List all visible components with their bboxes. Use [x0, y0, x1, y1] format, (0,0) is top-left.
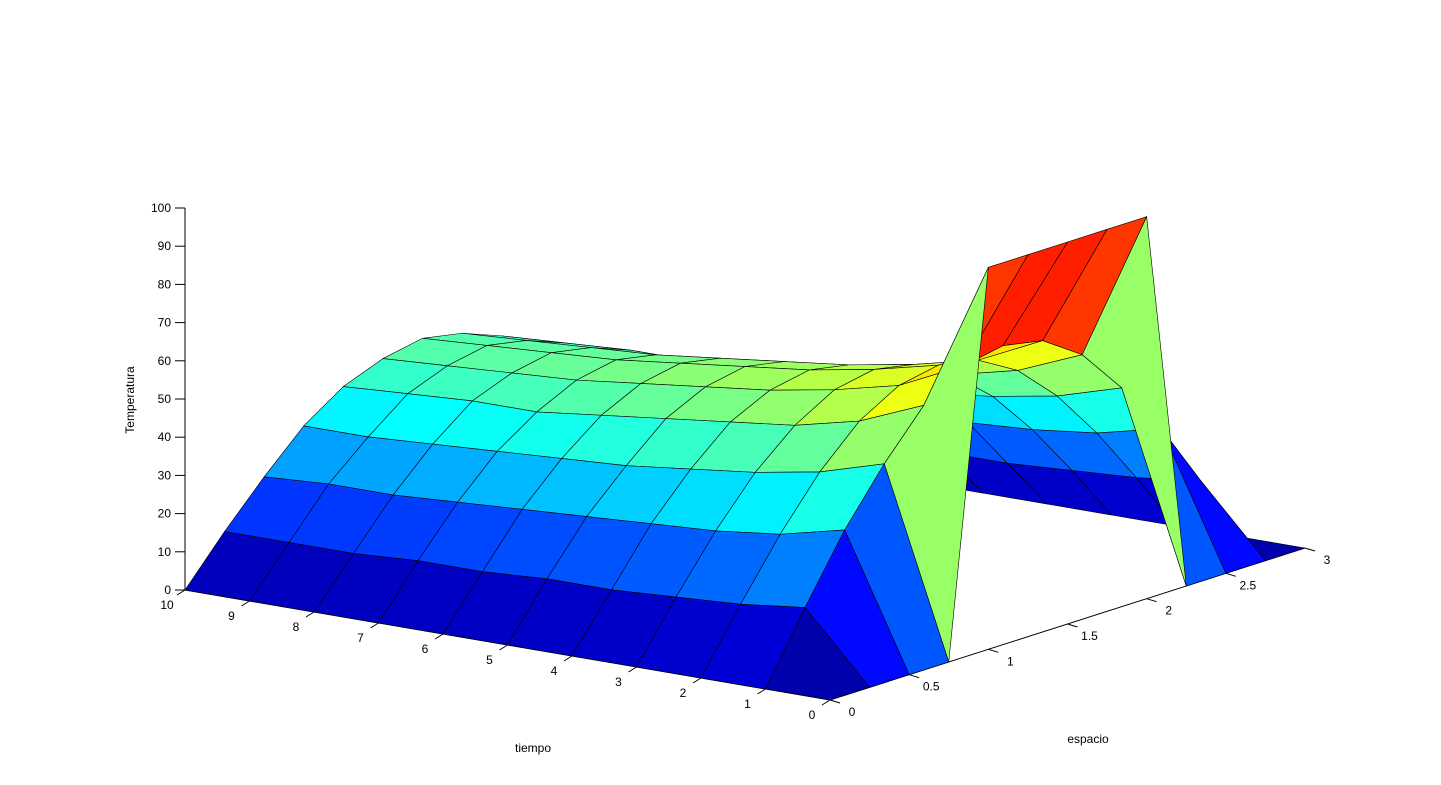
y-tick	[241, 600, 250, 607]
x-tick-label: 0	[849, 705, 856, 719]
surface-patch	[765, 607, 871, 701]
x-tick-label: 2.5	[1239, 578, 1256, 592]
x-tick-label: 1	[1007, 654, 1014, 668]
y-tick-label: 10	[160, 598, 174, 612]
y-tick-label: 8	[293, 620, 300, 634]
y-tick	[821, 699, 831, 706]
z-tick-label: 50	[158, 392, 172, 406]
x-tick-label: 2	[1165, 604, 1172, 618]
z-tick-label: 60	[158, 354, 172, 368]
x-axis-label: espacio	[1067, 732, 1109, 746]
y-tick-label: 3	[615, 675, 622, 689]
y-tick	[434, 633, 444, 640]
z-tick-label: 20	[158, 507, 172, 521]
y-tick	[176, 589, 186, 596]
y-tick	[757, 688, 766, 695]
z-tick-label: 100	[151, 201, 171, 215]
x-tick	[1067, 623, 1078, 628]
y-tick	[499, 644, 508, 651]
x-tick-label: 0.5	[923, 680, 940, 694]
z-tick-label: 10	[158, 545, 172, 559]
z-tick-label: 30	[158, 468, 172, 482]
y-tick-label: 0	[809, 708, 816, 722]
x-tick	[988, 648, 999, 653]
x-tick	[829, 699, 841, 704]
y-tick-label: 7	[357, 631, 364, 645]
x-tick	[1304, 547, 1316, 552]
z-tick-label: 40	[158, 430, 172, 444]
x-tick-label: 1.5	[1081, 629, 1098, 643]
y-tick-label: 9	[228, 609, 235, 623]
x-tick	[1225, 572, 1236, 577]
x-tick	[1146, 598, 1157, 603]
z-tick-label: 0	[164, 583, 171, 597]
z-axis-label: Temperatura	[123, 366, 137, 434]
z-tick-label: 90	[158, 239, 172, 253]
y-tick-label: 1	[744, 697, 751, 711]
y-tick	[628, 666, 637, 673]
y-tick	[563, 655, 573, 662]
y-tick	[692, 677, 702, 684]
z-tick-label: 80	[158, 277, 172, 291]
y-tick-label: 6	[422, 642, 429, 656]
x-tick-label: 3	[1324, 553, 1331, 567]
y-tick	[370, 622, 379, 629]
x-tick	[909, 674, 920, 679]
y-axis-label: tiempo	[515, 741, 551, 755]
y-tick-label: 2	[680, 686, 687, 700]
y-tick-label: 5	[486, 653, 493, 667]
y-tick	[305, 611, 315, 618]
z-tick-label: 70	[158, 316, 172, 330]
y-tick-label: 4	[551, 664, 558, 678]
